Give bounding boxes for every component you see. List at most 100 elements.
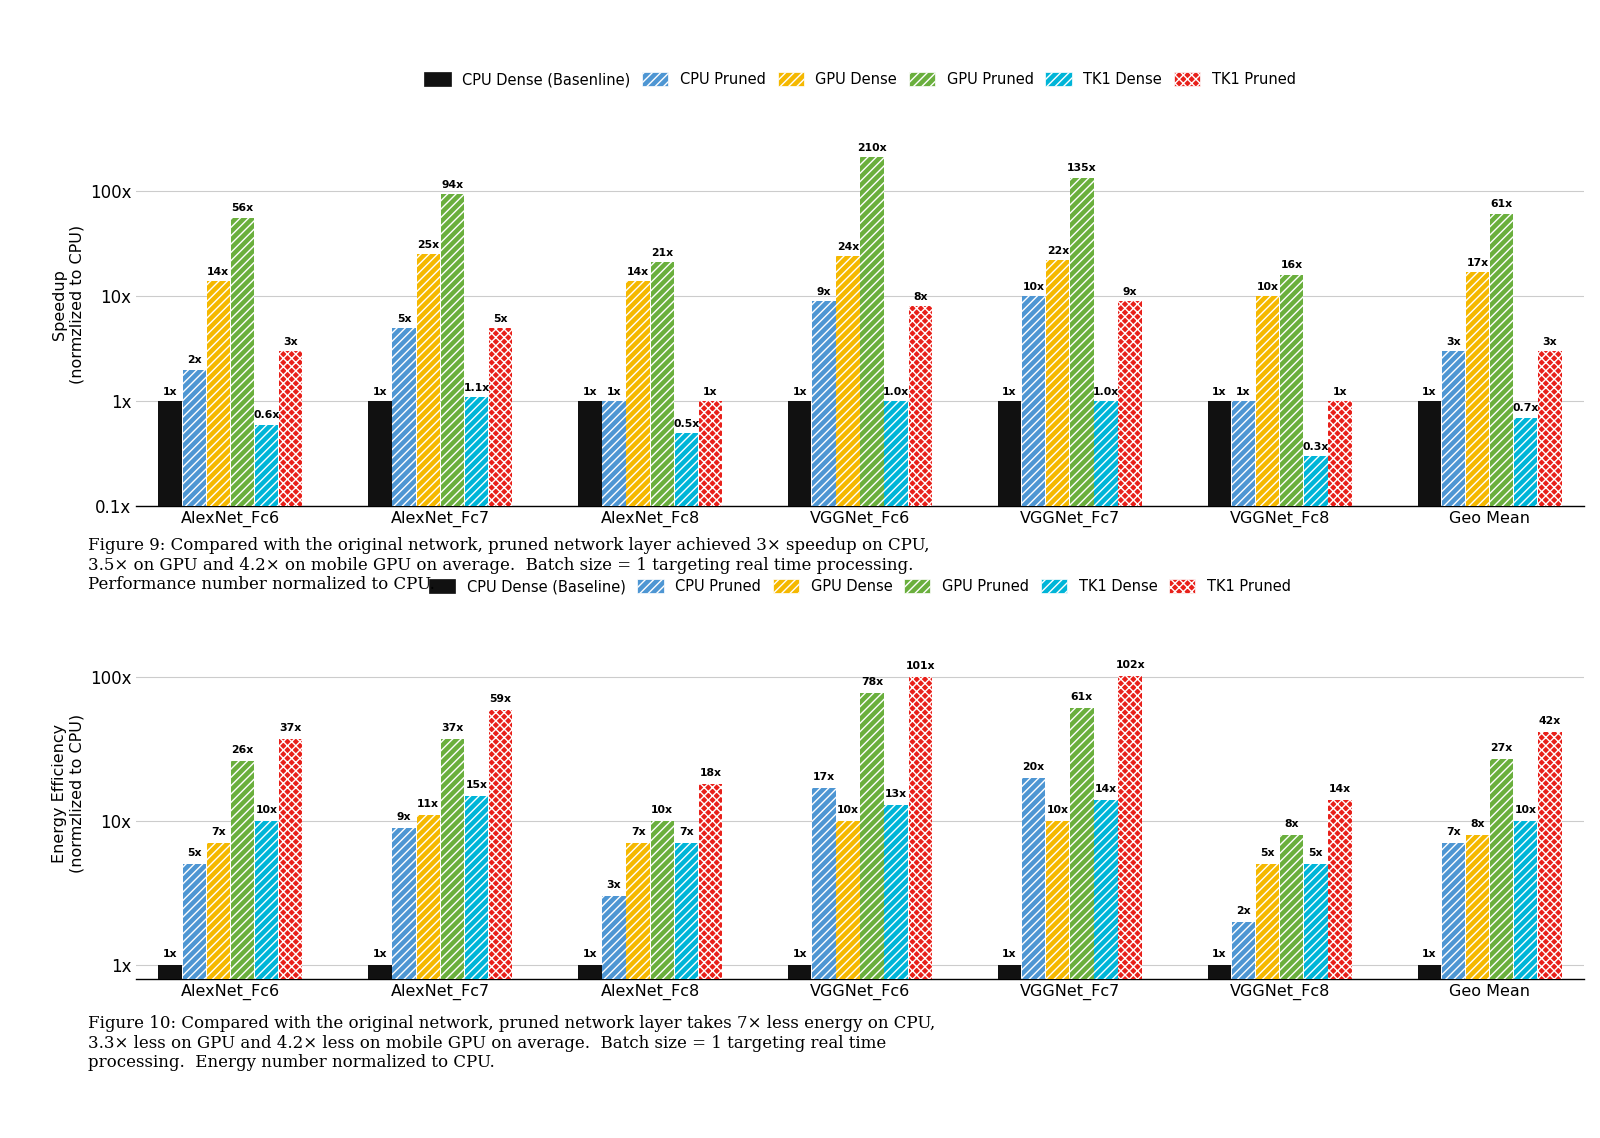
Bar <box>1094 402 1118 1138</box>
Bar <box>813 787 835 1138</box>
Text: Figure 9: Compared with the original network, pruned network layer achieved 3× s: Figure 9: Compared with the original net… <box>88 537 930 593</box>
Bar <box>182 865 206 1138</box>
Text: 9x: 9x <box>397 811 411 822</box>
Text: 1x: 1x <box>373 387 387 397</box>
Bar <box>699 784 722 1138</box>
Bar <box>1514 418 1538 1138</box>
Text: 1x: 1x <box>704 387 718 397</box>
Bar <box>1256 296 1280 1138</box>
Bar <box>464 795 488 1138</box>
Text: 9x: 9x <box>816 287 830 297</box>
Bar <box>1022 296 1045 1138</box>
Text: 3x: 3x <box>283 337 298 347</box>
Bar <box>278 352 302 1138</box>
Bar <box>675 843 698 1138</box>
Bar <box>1514 822 1538 1138</box>
Text: 5x: 5x <box>1261 848 1275 858</box>
Bar <box>787 965 811 1138</box>
Bar <box>1538 352 1562 1138</box>
Bar <box>813 787 835 1138</box>
Text: 1x: 1x <box>582 387 597 397</box>
Text: 1x: 1x <box>1213 949 1227 959</box>
Bar <box>278 740 302 1138</box>
Bar <box>254 822 278 1138</box>
Bar <box>1022 777 1045 1138</box>
Bar <box>278 740 302 1138</box>
Bar <box>1304 865 1328 1138</box>
Bar <box>651 263 674 1138</box>
Bar <box>699 402 722 1138</box>
Bar <box>1070 178 1094 1138</box>
Bar <box>464 795 488 1138</box>
Bar <box>1490 759 1514 1138</box>
Text: 2x: 2x <box>187 355 202 365</box>
Bar <box>699 784 722 1138</box>
Text: 42x: 42x <box>1539 716 1562 726</box>
Bar <box>1208 965 1230 1138</box>
Bar <box>440 740 464 1138</box>
Bar <box>998 965 1021 1138</box>
Text: 210x: 210x <box>858 143 886 152</box>
Text: 22x: 22x <box>1046 246 1069 256</box>
Text: 18x: 18x <box>699 768 722 778</box>
Bar <box>699 402 722 1138</box>
Y-axis label: Speedup
(normzlized to CPU): Speedup (normzlized to CPU) <box>51 225 85 384</box>
Bar <box>158 965 182 1138</box>
Text: 1x: 1x <box>1422 387 1437 397</box>
Bar <box>490 710 512 1138</box>
Text: 17x: 17x <box>813 772 835 782</box>
Bar <box>230 761 254 1138</box>
Bar <box>1094 800 1118 1138</box>
Text: 5x: 5x <box>493 314 507 323</box>
Text: 10x: 10x <box>1515 805 1536 815</box>
Text: 0.6x: 0.6x <box>253 411 280 420</box>
Text: 10x: 10x <box>256 805 278 815</box>
Text: 11x: 11x <box>418 799 440 809</box>
Bar <box>1490 214 1514 1138</box>
Bar <box>1256 296 1280 1138</box>
Bar <box>1304 456 1328 1138</box>
Bar <box>1304 865 1328 1138</box>
Bar <box>909 677 933 1138</box>
Bar <box>1466 272 1490 1138</box>
Text: 21x: 21x <box>651 248 674 258</box>
Bar <box>626 843 650 1138</box>
Bar <box>1022 296 1045 1138</box>
Bar <box>182 370 206 1138</box>
Bar <box>1538 352 1562 1138</box>
Bar <box>1418 402 1442 1138</box>
Bar <box>885 805 907 1138</box>
Bar <box>1256 865 1280 1138</box>
Bar <box>254 424 278 1138</box>
Bar <box>1022 777 1045 1138</box>
Bar <box>675 843 698 1138</box>
Bar <box>1118 302 1142 1138</box>
Bar <box>1514 418 1538 1138</box>
Bar <box>490 328 512 1138</box>
Text: 14x: 14x <box>1094 784 1117 794</box>
Bar <box>368 965 392 1138</box>
Text: 27x: 27x <box>1491 743 1512 753</box>
Text: 24x: 24x <box>837 242 859 251</box>
Bar <box>392 827 416 1138</box>
Text: 1x: 1x <box>792 387 806 397</box>
Text: 61x: 61x <box>1070 692 1093 702</box>
Bar <box>1538 732 1562 1138</box>
Text: 3x: 3x <box>1542 337 1557 347</box>
Text: 1.1x: 1.1x <box>464 382 490 393</box>
Text: 7x: 7x <box>1446 827 1461 838</box>
Bar <box>861 157 883 1138</box>
Bar <box>1070 708 1094 1138</box>
Bar <box>206 281 230 1138</box>
Bar <box>230 217 254 1138</box>
Bar <box>1232 922 1256 1138</box>
Bar <box>1442 352 1466 1138</box>
Text: 1.0x: 1.0x <box>1093 387 1118 397</box>
Bar <box>1232 402 1256 1138</box>
Text: 3x: 3x <box>1446 337 1461 347</box>
Text: 1x: 1x <box>163 387 178 397</box>
Bar <box>602 402 626 1138</box>
Bar <box>416 255 440 1138</box>
Text: 2x: 2x <box>1237 906 1251 916</box>
Text: 59x: 59x <box>490 694 512 704</box>
